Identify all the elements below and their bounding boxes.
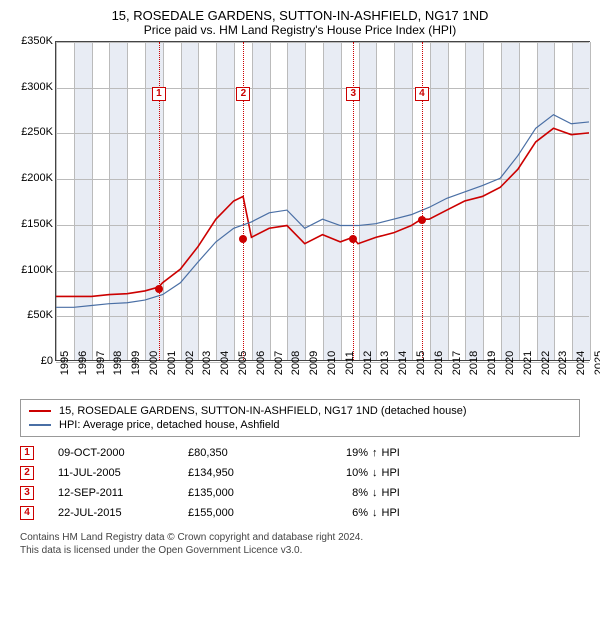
x-tick-label: 2022 <box>540 351 552 375</box>
plot-area: 1 2 3 4 <box>55 41 590 361</box>
sale-row: 1 09-OCT-2000£80,35019% ↑ HPI <box>20 443 580 463</box>
sale-hpi-label: HPI <box>382 507 400 519</box>
sale-marker-ref: 2 <box>20 466 34 480</box>
x-tick-label: 1995 <box>59 351 71 375</box>
x-tick-label: 2017 <box>451 351 463 375</box>
arrow-icon: ↓ <box>372 487 378 499</box>
x-tick-label: 2019 <box>486 351 498 375</box>
sale-marker: 4 <box>415 87 429 101</box>
legend-swatch-property <box>29 410 51 412</box>
legend-row-hpi: HPI: Average price, detached house, Ashf… <box>29 418 571 432</box>
sale-marker-ref: 3 <box>20 486 34 500</box>
sale-row: 2 11-JUL-2005£134,95010% ↓ HPI <box>20 463 580 483</box>
sale-marker-ref: 1 <box>20 446 34 460</box>
x-tick-label: 1997 <box>95 351 107 375</box>
y-axis: £0£50K£100K£150K£200K£250K£300K£350K <box>10 41 55 361</box>
x-tick-label: 2007 <box>273 351 285 375</box>
y-tick-label: £250K <box>21 126 53 138</box>
sale-diff: 10% <box>298 467 368 479</box>
x-tick-label: 2001 <box>166 351 178 375</box>
arrow-icon: ↑ <box>372 447 378 459</box>
chart-title: 15, ROSEDALE GARDENS, SUTTON-IN-ASHFIELD… <box>10 8 590 23</box>
x-tick-label: 2002 <box>184 351 196 375</box>
sale-date: 12-SEP-2011 <box>58 487 188 499</box>
footer-line-1: Contains HM Land Registry data © Crown c… <box>20 531 580 544</box>
sale-diff: 19% <box>298 447 368 459</box>
x-tick-label: 2013 <box>379 351 391 375</box>
legend-label-property: 15, ROSEDALE GARDENS, SUTTON-IN-ASHFIELD… <box>59 405 467 417</box>
x-tick-label: 2003 <box>201 351 213 375</box>
x-tick-label: 2023 <box>557 351 569 375</box>
footer-line-2: This data is licensed under the Open Gov… <box>20 544 580 557</box>
x-tick-label: 2006 <box>255 351 267 375</box>
sale-marker-ref: 4 <box>20 506 34 520</box>
x-tick-label: 2008 <box>290 351 302 375</box>
footer: Contains HM Land Registry data © Crown c… <box>20 531 580 557</box>
y-tick-label: £100K <box>21 264 53 276</box>
x-tick-label: 2021 <box>522 351 534 375</box>
sale-marker: 3 <box>346 87 360 101</box>
x-tick-label: 2015 <box>415 351 427 375</box>
y-tick-label: £350K <box>21 35 53 47</box>
y-tick-label: £300K <box>21 81 53 93</box>
sale-price: £134,950 <box>188 467 298 479</box>
sale-marker: 1 <box>152 87 166 101</box>
legend-swatch-hpi <box>29 424 51 426</box>
sales-table: 109-OCT-2000£80,35019%↑HPI211-JUL-2005£1… <box>20 443 580 523</box>
sale-date: 09-OCT-2000 <box>58 447 188 459</box>
sale-row: 3 12-SEP-2011£135,0008% ↓ HPI <box>20 483 580 503</box>
x-tick-label: 2016 <box>433 351 445 375</box>
arrow-icon: ↓ <box>372 507 378 519</box>
x-tick-label: 2011 <box>344 351 356 375</box>
sale-hpi-label: HPI <box>382 447 400 459</box>
x-tick-label: 2014 <box>397 351 409 375</box>
legend-label-hpi: HPI: Average price, detached house, Ashf… <box>59 419 280 431</box>
sale-marker: 2 <box>236 87 250 101</box>
chart: £0£50K£100K£150K£200K£250K£300K£350K 123… <box>10 41 590 391</box>
x-tick-label: 1999 <box>130 351 142 375</box>
x-tick-label: 1998 <box>112 351 124 375</box>
x-tick-label: 2010 <box>326 351 338 375</box>
x-tick-label: 2009 <box>308 351 320 375</box>
x-tick-label: 2012 <box>362 351 374 375</box>
x-tick-label: 2025 <box>593 351 600 375</box>
title-block: 15, ROSEDALE GARDENS, SUTTON-IN-ASHFIELD… <box>10 8 590 37</box>
y-tick-label: £150K <box>21 218 53 230</box>
sale-price: £135,000 <box>188 487 298 499</box>
sale-diff: 6% <box>298 507 368 519</box>
sale-date: 22-JUL-2015 <box>58 507 188 519</box>
x-tick-label: 2000 <box>148 351 160 375</box>
sale-price: £155,000 <box>188 507 298 519</box>
x-tick-label: 2005 <box>237 351 249 375</box>
line-layer <box>56 42 589 360</box>
legend: 15, ROSEDALE GARDENS, SUTTON-IN-ASHFIELD… <box>20 399 580 437</box>
sale-price: £80,350 <box>188 447 298 459</box>
sale-hpi-label: HPI <box>382 467 400 479</box>
x-tick-label: 2024 <box>575 351 587 375</box>
y-tick-label: £0 <box>41 355 53 367</box>
sale-date: 11-JUL-2005 <box>58 467 188 479</box>
x-axis: 1995199619971998199920002001200220032004… <box>55 361 590 391</box>
x-tick-label: 2004 <box>219 351 231 375</box>
arrow-icon: ↓ <box>372 467 378 479</box>
sale-row: 4 22-JUL-2015£155,0006% ↓ HPI <box>20 503 580 523</box>
legend-row-property: 15, ROSEDALE GARDENS, SUTTON-IN-ASHFIELD… <box>29 404 571 418</box>
x-tick-label: 2018 <box>468 351 480 375</box>
y-tick-label: £50K <box>27 309 53 321</box>
x-tick-label: 2020 <box>504 351 516 375</box>
y-tick-label: £200K <box>21 172 53 184</box>
sale-diff: 8% <box>298 487 368 499</box>
x-tick-label: 1996 <box>77 351 89 375</box>
sale-hpi-label: HPI <box>382 487 400 499</box>
chart-subtitle: Price paid vs. HM Land Registry's House … <box>10 23 590 37</box>
